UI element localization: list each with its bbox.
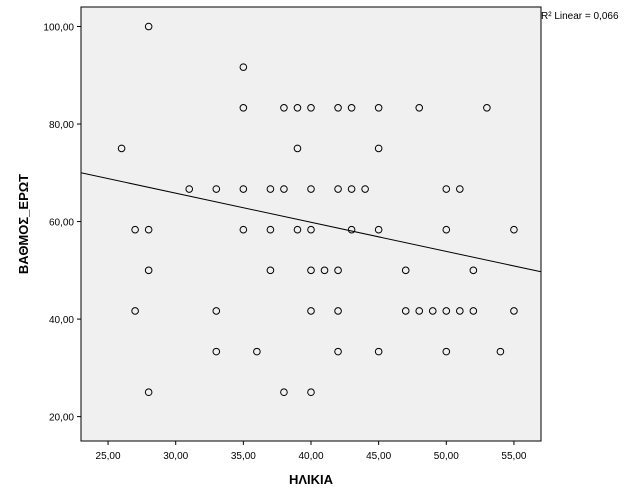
x-tick-label: 45,00 (366, 451, 391, 462)
data-point (401, 307, 410, 315)
data-point (469, 266, 478, 275)
data-point (334, 266, 342, 275)
y-tick-label: 100,00 (43, 23, 74, 34)
data-point (510, 307, 518, 315)
x-tick-label: 50,00 (434, 451, 459, 462)
r2-linear-label: R² Linear = 0,066 (541, 11, 619, 22)
data-point (469, 307, 478, 315)
data-point (185, 185, 194, 193)
data-point (456, 307, 464, 315)
data-point (266, 225, 275, 234)
data-point (280, 185, 288, 193)
data-point (239, 185, 248, 193)
data-point (374, 144, 383, 153)
data-point (266, 266, 275, 275)
data-point (347, 185, 356, 193)
data-point (280, 103, 288, 112)
data-point (117, 144, 126, 153)
data-point (280, 388, 288, 397)
data-point (212, 185, 221, 193)
data-point (415, 103, 424, 112)
data-point (334, 185, 342, 193)
data-point (266, 185, 275, 193)
data-point (293, 144, 302, 153)
y-tick-label: 80,00 (49, 120, 74, 131)
data-point (144, 22, 153, 31)
data-point (212, 307, 221, 315)
data-point (361, 185, 369, 193)
data-point (212, 347, 221, 356)
data-point (307, 307, 315, 315)
data-point (307, 225, 315, 234)
data-point (144, 225, 153, 234)
data-point (144, 388, 153, 397)
y-axis: 20,00 40,00 60,00 80,00 100,00 (43, 23, 81, 424)
data-point (307, 266, 315, 275)
data-point (293, 225, 302, 234)
x-tick-label: 25,00 (96, 451, 121, 462)
data-point (320, 266, 329, 275)
data-point (510, 225, 518, 234)
data-point (442, 347, 451, 356)
data-point (293, 103, 302, 112)
y-tick-label: 20,00 (49, 413, 74, 424)
y-tick-label: 40,00 (49, 315, 74, 326)
data-point (483, 103, 491, 112)
data-point (401, 266, 410, 275)
data-point (334, 347, 342, 356)
data-point (144, 266, 153, 275)
x-axis-title: ΗΛΙΚΙΑ (289, 472, 334, 487)
plot-area (80, 6, 542, 442)
data-point (374, 103, 383, 112)
data-point (442, 307, 451, 315)
data-point (307, 388, 315, 397)
data-points (117, 22, 518, 397)
data-point (307, 185, 315, 193)
y-axis-title: ΒΑΘΜΟΣ_ΕΡΩΤ (16, 174, 31, 274)
data-point (415, 307, 424, 315)
data-point (239, 225, 248, 234)
data-point (442, 225, 451, 234)
data-point (334, 103, 342, 112)
data-point (307, 103, 315, 112)
data-point (131, 225, 139, 234)
data-point (374, 225, 383, 234)
data-point (347, 225, 356, 234)
data-point (347, 103, 356, 112)
x-tick-label: 35,00 (231, 451, 256, 462)
data-point (131, 307, 139, 315)
data-point (374, 347, 383, 356)
data-point (334, 307, 342, 315)
x-tick-label: 40,00 (298, 451, 323, 462)
data-point (496, 347, 505, 356)
x-tick-label: 30,00 (163, 451, 188, 462)
x-tick-label: 55,00 (501, 451, 526, 462)
data-point (253, 347, 261, 356)
y-tick-label: 60,00 (49, 218, 74, 229)
linear-fit-line (80, 172, 542, 273)
data-point (239, 103, 248, 112)
data-point (442, 185, 451, 193)
data-point (428, 307, 437, 315)
x-axis: 25,00 30,00 35,00 40,00 45,00 50,00 55,00 (96, 441, 527, 462)
data-point (239, 63, 248, 71)
data-point (456, 185, 464, 193)
